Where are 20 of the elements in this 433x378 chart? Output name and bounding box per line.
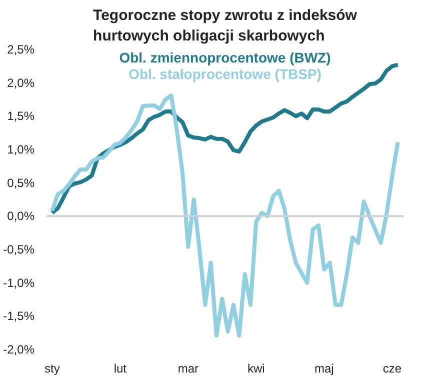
y-tick-label: 1,5% — [7, 109, 35, 124]
x-tick-label: lut — [114, 362, 128, 376]
x-tick-label: cze — [382, 362, 402, 376]
x-tick-label: sty — [44, 362, 60, 376]
text: Obl. zmiennoprocentowe (BWZ) — [119, 50, 331, 66]
line-series — [50, 94, 400, 338]
y-tick-label: 0,5% — [7, 176, 35, 190]
x-tick-label: maj — [314, 362, 334, 376]
y-tick-label: 1,0% — [7, 142, 35, 156]
text: Obl. stałoprocentowe (TBSP) — [128, 66, 322, 82]
y-tick-label: 0,0% — [7, 209, 35, 224]
x-tick-label: mar — [178, 362, 199, 376]
y-tick-label: 2,0% — [7, 76, 35, 90]
chart-title: Tegoroczne stopy zwrotu z indeksów hurtowych obligacji skarbowych — [93, 7, 358, 44]
y-tick-label: -1,0% — [3, 276, 35, 290]
y-tick-label: 2,5% — [7, 42, 35, 56]
y-tick-label: -2,0% — [3, 342, 35, 356]
y-tick-label: -1,5% — [3, 309, 35, 324]
y-tick-label: -0,5% — [3, 242, 35, 256]
x-tick-label: kwi — [248, 362, 265, 376]
